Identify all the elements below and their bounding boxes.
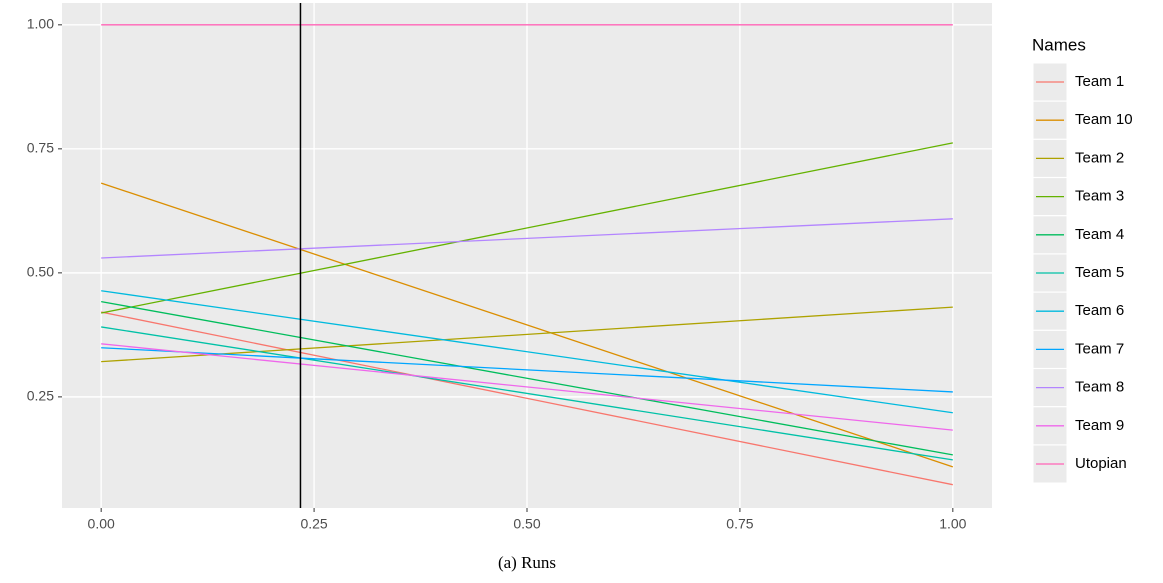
legend-label: Team 1 [1075, 73, 1124, 90]
legend: Names Team 1 Team 10 Team 2 Team 3 Team 4 Tea… [1032, 35, 1133, 484]
legend-title: Names [1032, 35, 1086, 54]
legend-label: Team 6 [1075, 302, 1124, 319]
series-line [101, 343, 953, 431]
y-tick-label: 0.25 [27, 388, 54, 404]
x-tick-label: 0.25 [300, 516, 327, 532]
caption: (a) Runs [498, 553, 556, 572]
x-tick-label: 0.50 [513, 516, 540, 532]
legend-label: Team 5 [1075, 264, 1124, 281]
legend-label: Team 3 [1075, 188, 1124, 205]
series-line [101, 142, 953, 314]
series-line [101, 347, 953, 393]
series-line [101, 218, 953, 259]
y-tick-label: 0.75 [27, 140, 54, 156]
legend-label: Team 7 [1075, 340, 1124, 357]
series-line [101, 306, 953, 363]
legend-label: Team 10 [1075, 111, 1133, 128]
series-line [101, 326, 953, 461]
x-tick-label: 1.00 [939, 516, 966, 532]
legend-label: Utopian [1075, 455, 1127, 472]
series-line [101, 300, 953, 456]
legend-label: Team 2 [1075, 149, 1124, 166]
series-line [101, 311, 953, 486]
x-tick-label: 0.00 [88, 516, 115, 532]
legend-label: Team 9 [1075, 417, 1124, 434]
legend-label: Team 4 [1075, 226, 1124, 243]
series-line [101, 290, 953, 414]
legend-label: Team 8 [1075, 379, 1124, 396]
x-tick-label: 0.75 [726, 516, 753, 532]
series-line [100, 182, 954, 468]
y-tick-label: 1.00 [27, 16, 54, 32]
y-tick-label: 0.50 [27, 264, 54, 280]
